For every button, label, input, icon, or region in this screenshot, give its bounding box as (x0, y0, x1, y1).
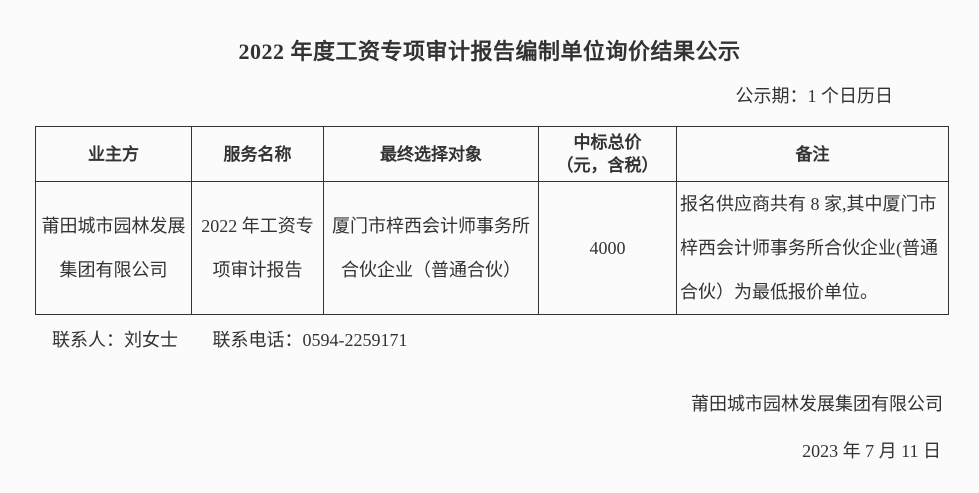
col-header-remark: 备注 (676, 126, 949, 182)
col-header-selected-entity: 最终选择对象 (323, 126, 539, 182)
footer-date: 2023 年 7 月 11 日 (802, 441, 941, 461)
contact-phone: 联系电话：0594-2259171 (212, 330, 408, 350)
footer-company: 莆田城市园林发展集团有限公司 (691, 394, 943, 414)
inquiry-result-table: 业主方 服务名称 最终选择对象 中标总价 （元，含税） 备注 莆田城市园林发展集… (35, 126, 949, 315)
col-header-winning-price-line1: 中标总价 (573, 133, 642, 152)
cell-service-name: 2022 年工资专项审计报告 (191, 181, 324, 315)
col-header-winning-price-line2: （元，含税） (556, 156, 659, 175)
cell-remark: 报名供应商共有 8 家,其中厦门市梓西会计师事务所合伙企业(普通合伙）为最低报价… (676, 181, 949, 315)
col-header-winning-price: 中标总价 （元，含税） (538, 126, 677, 182)
cell-owner: 莆田城市园林发展集团有限公司 (35, 181, 192, 315)
table-header-row: 业主方 服务名称 最终选择对象 中标总价 （元，含税） 备注 (35, 126, 949, 182)
publicity-period: 公示期：1 个日历日 (735, 86, 894, 106)
cell-selected-entity: 厦门市梓西会计师事务所合伙企业（普通合伙） (323, 181, 539, 315)
page-title: 2022 年度工资专项审计报告编制单位询价结果公示 (238, 39, 741, 64)
contact-person: 联系人：刘女士 (52, 330, 178, 350)
col-header-owner: 业主方 (35, 126, 192, 182)
table-row: 莆田城市园林发展集团有限公司 2022 年工资专项审计报告 厦门市梓西会计师事务… (35, 181, 949, 315)
cell-winning-price: 4000 (538, 181, 677, 315)
col-header-service-name: 服务名称 (191, 126, 324, 182)
contact-line: 联系人：刘女士 联系电话：0594-2259171 (52, 326, 979, 352)
